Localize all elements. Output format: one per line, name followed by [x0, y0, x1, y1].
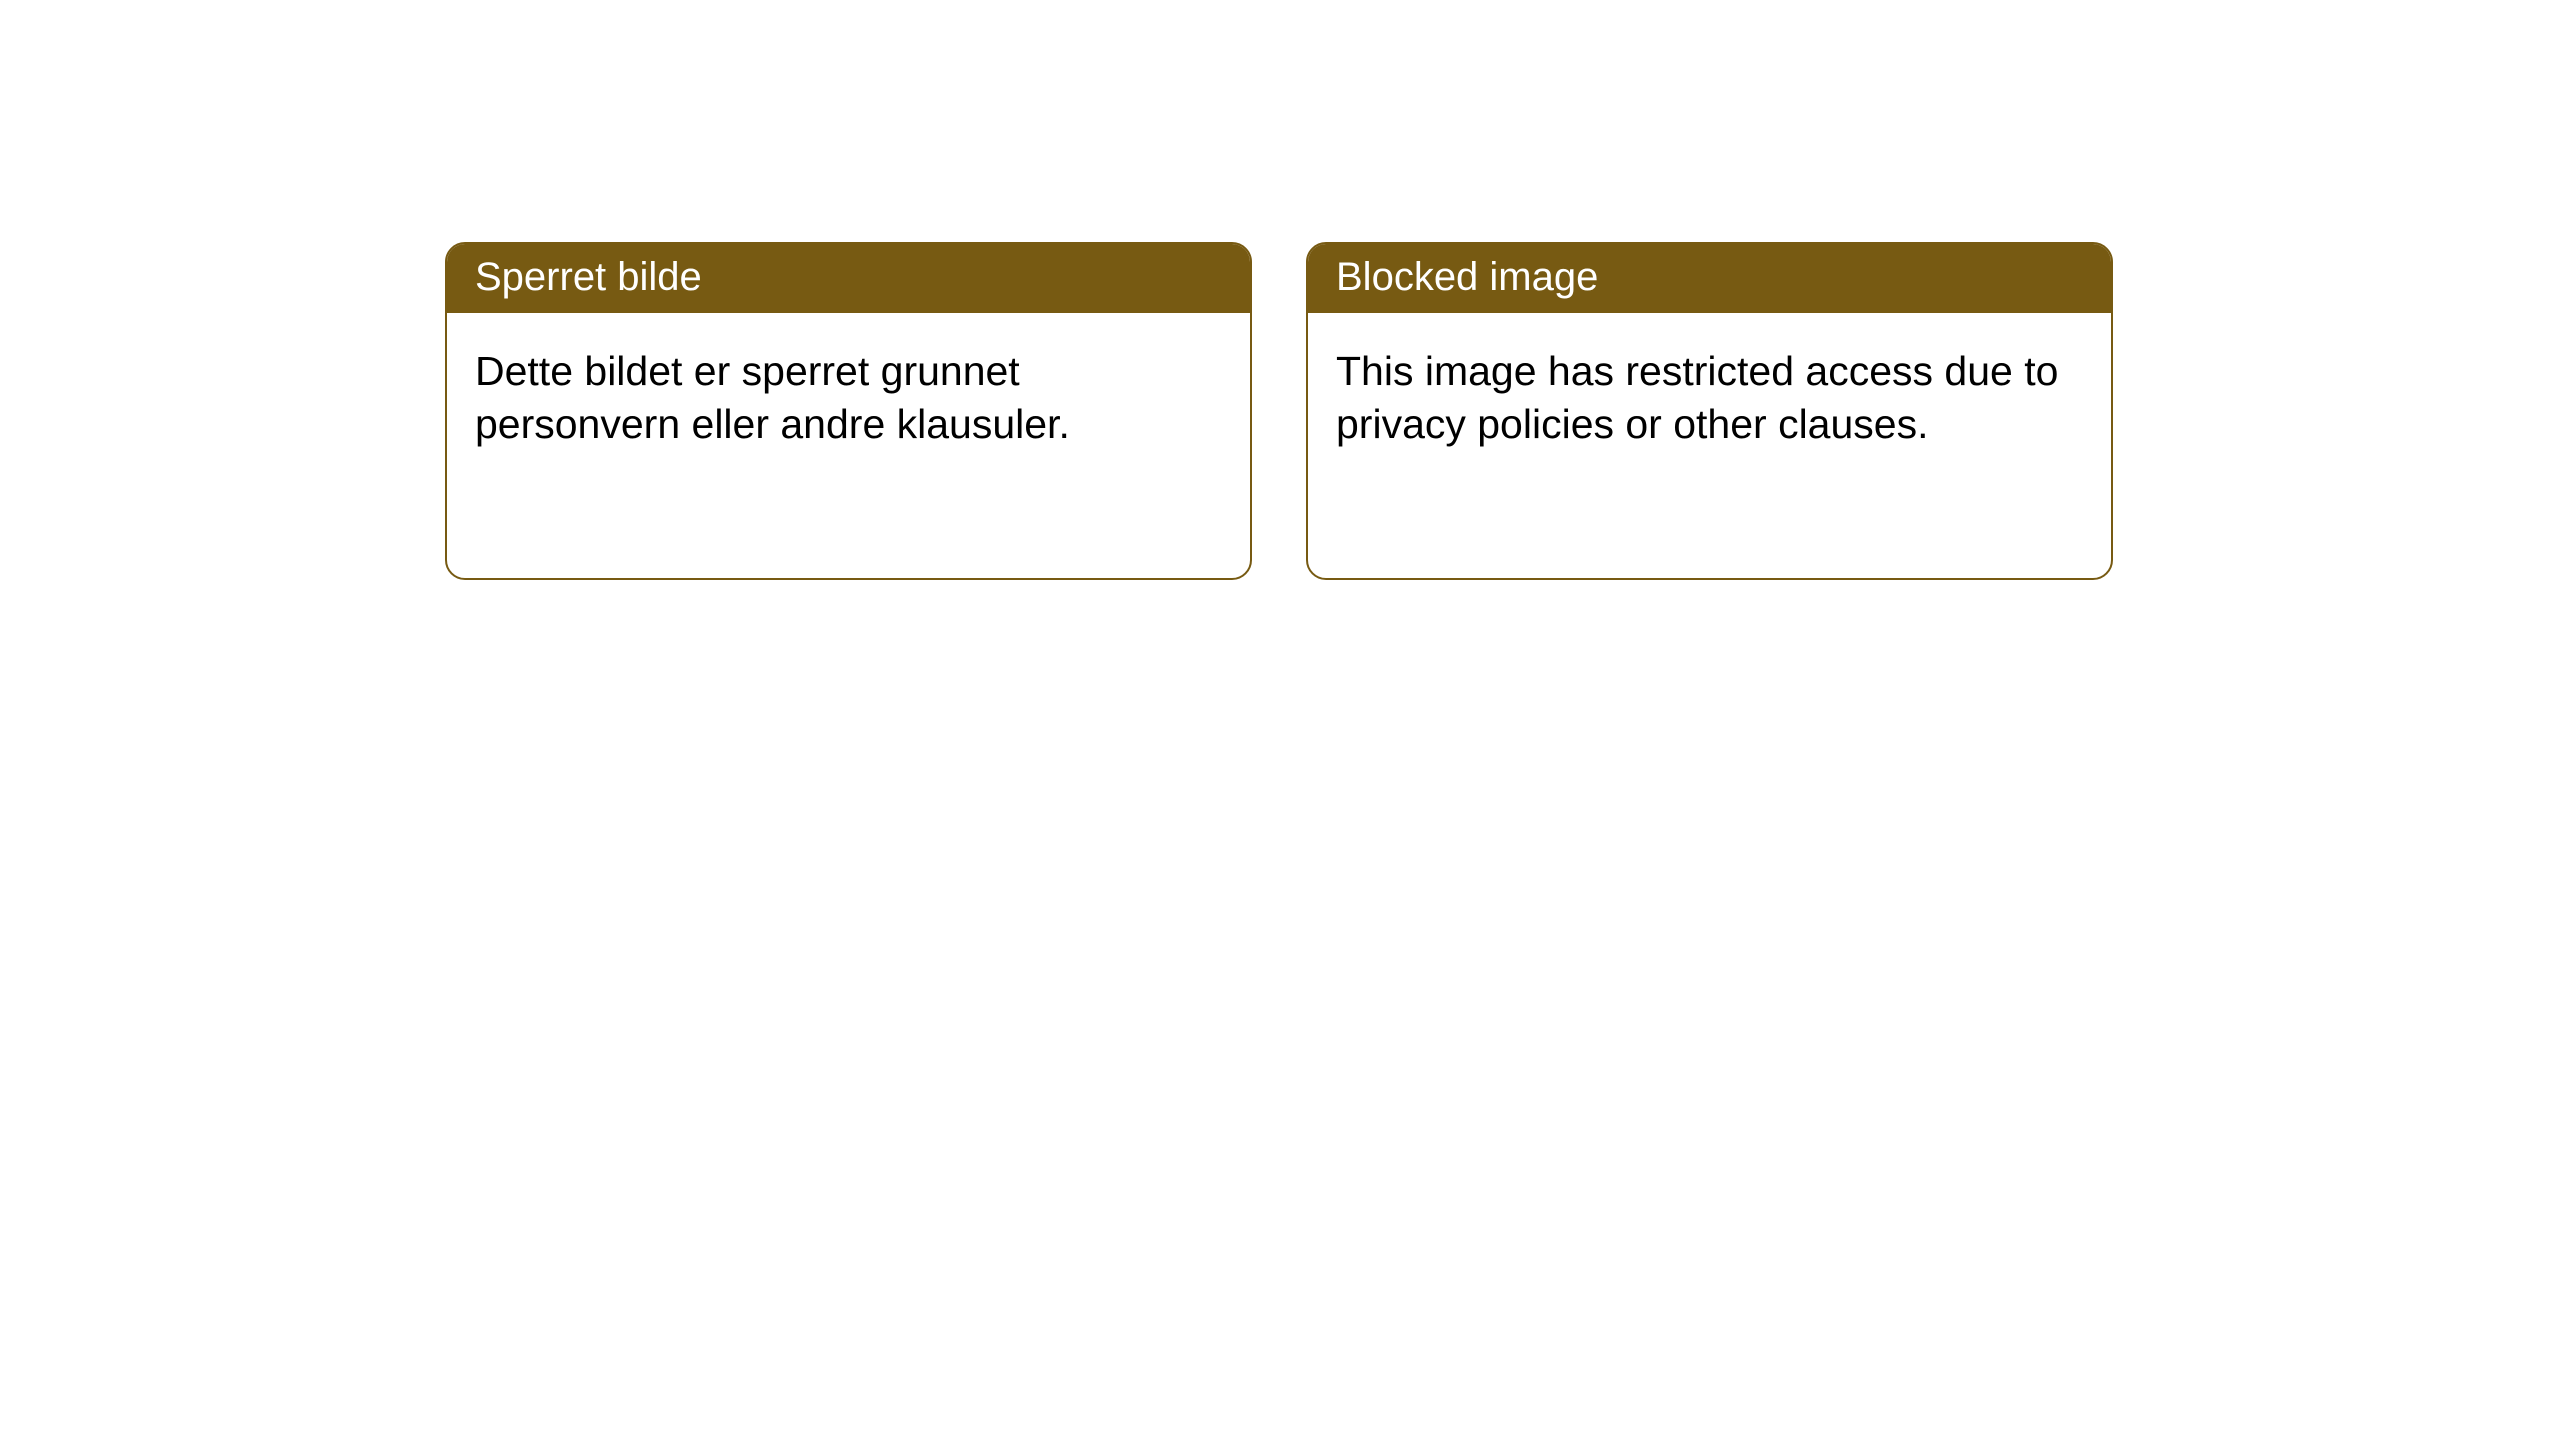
notice-card-norwegian: Sperret bilde Dette bildet er sperret gr… [445, 242, 1252, 580]
notice-card-english: Blocked image This image has restricted … [1306, 242, 2113, 580]
notice-card-title: Sperret bilde [447, 244, 1250, 313]
notice-card-title: Blocked image [1308, 244, 2111, 313]
notice-card-body: This image has restricted access due to … [1308, 313, 2111, 472]
notice-card-body: Dette bildet er sperret grunnet personve… [447, 313, 1250, 472]
notice-card-row: Sperret bilde Dette bildet er sperret gr… [445, 242, 2113, 580]
